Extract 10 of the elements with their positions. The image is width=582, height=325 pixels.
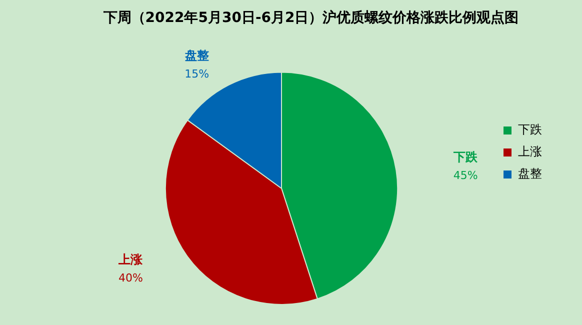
legend-label: 上涨 <box>518 144 542 159</box>
data-label: 15% <box>184 67 210 80</box>
slice-label: 下跌 <box>452 150 479 164</box>
data-label: 40% <box>118 272 143 285</box>
data-label: 45% <box>453 168 478 182</box>
legend-label: 下跌 <box>518 122 542 137</box>
slice-label: 上涨 <box>118 252 144 267</box>
legend-label: 盘整 <box>518 166 542 181</box>
slice-label: 盘整 <box>184 48 210 62</box>
chart-title: 下周（2022年5月30日-6月2日）沪优质螺纹价格涨跌比例观点图 <box>102 9 519 26</box>
